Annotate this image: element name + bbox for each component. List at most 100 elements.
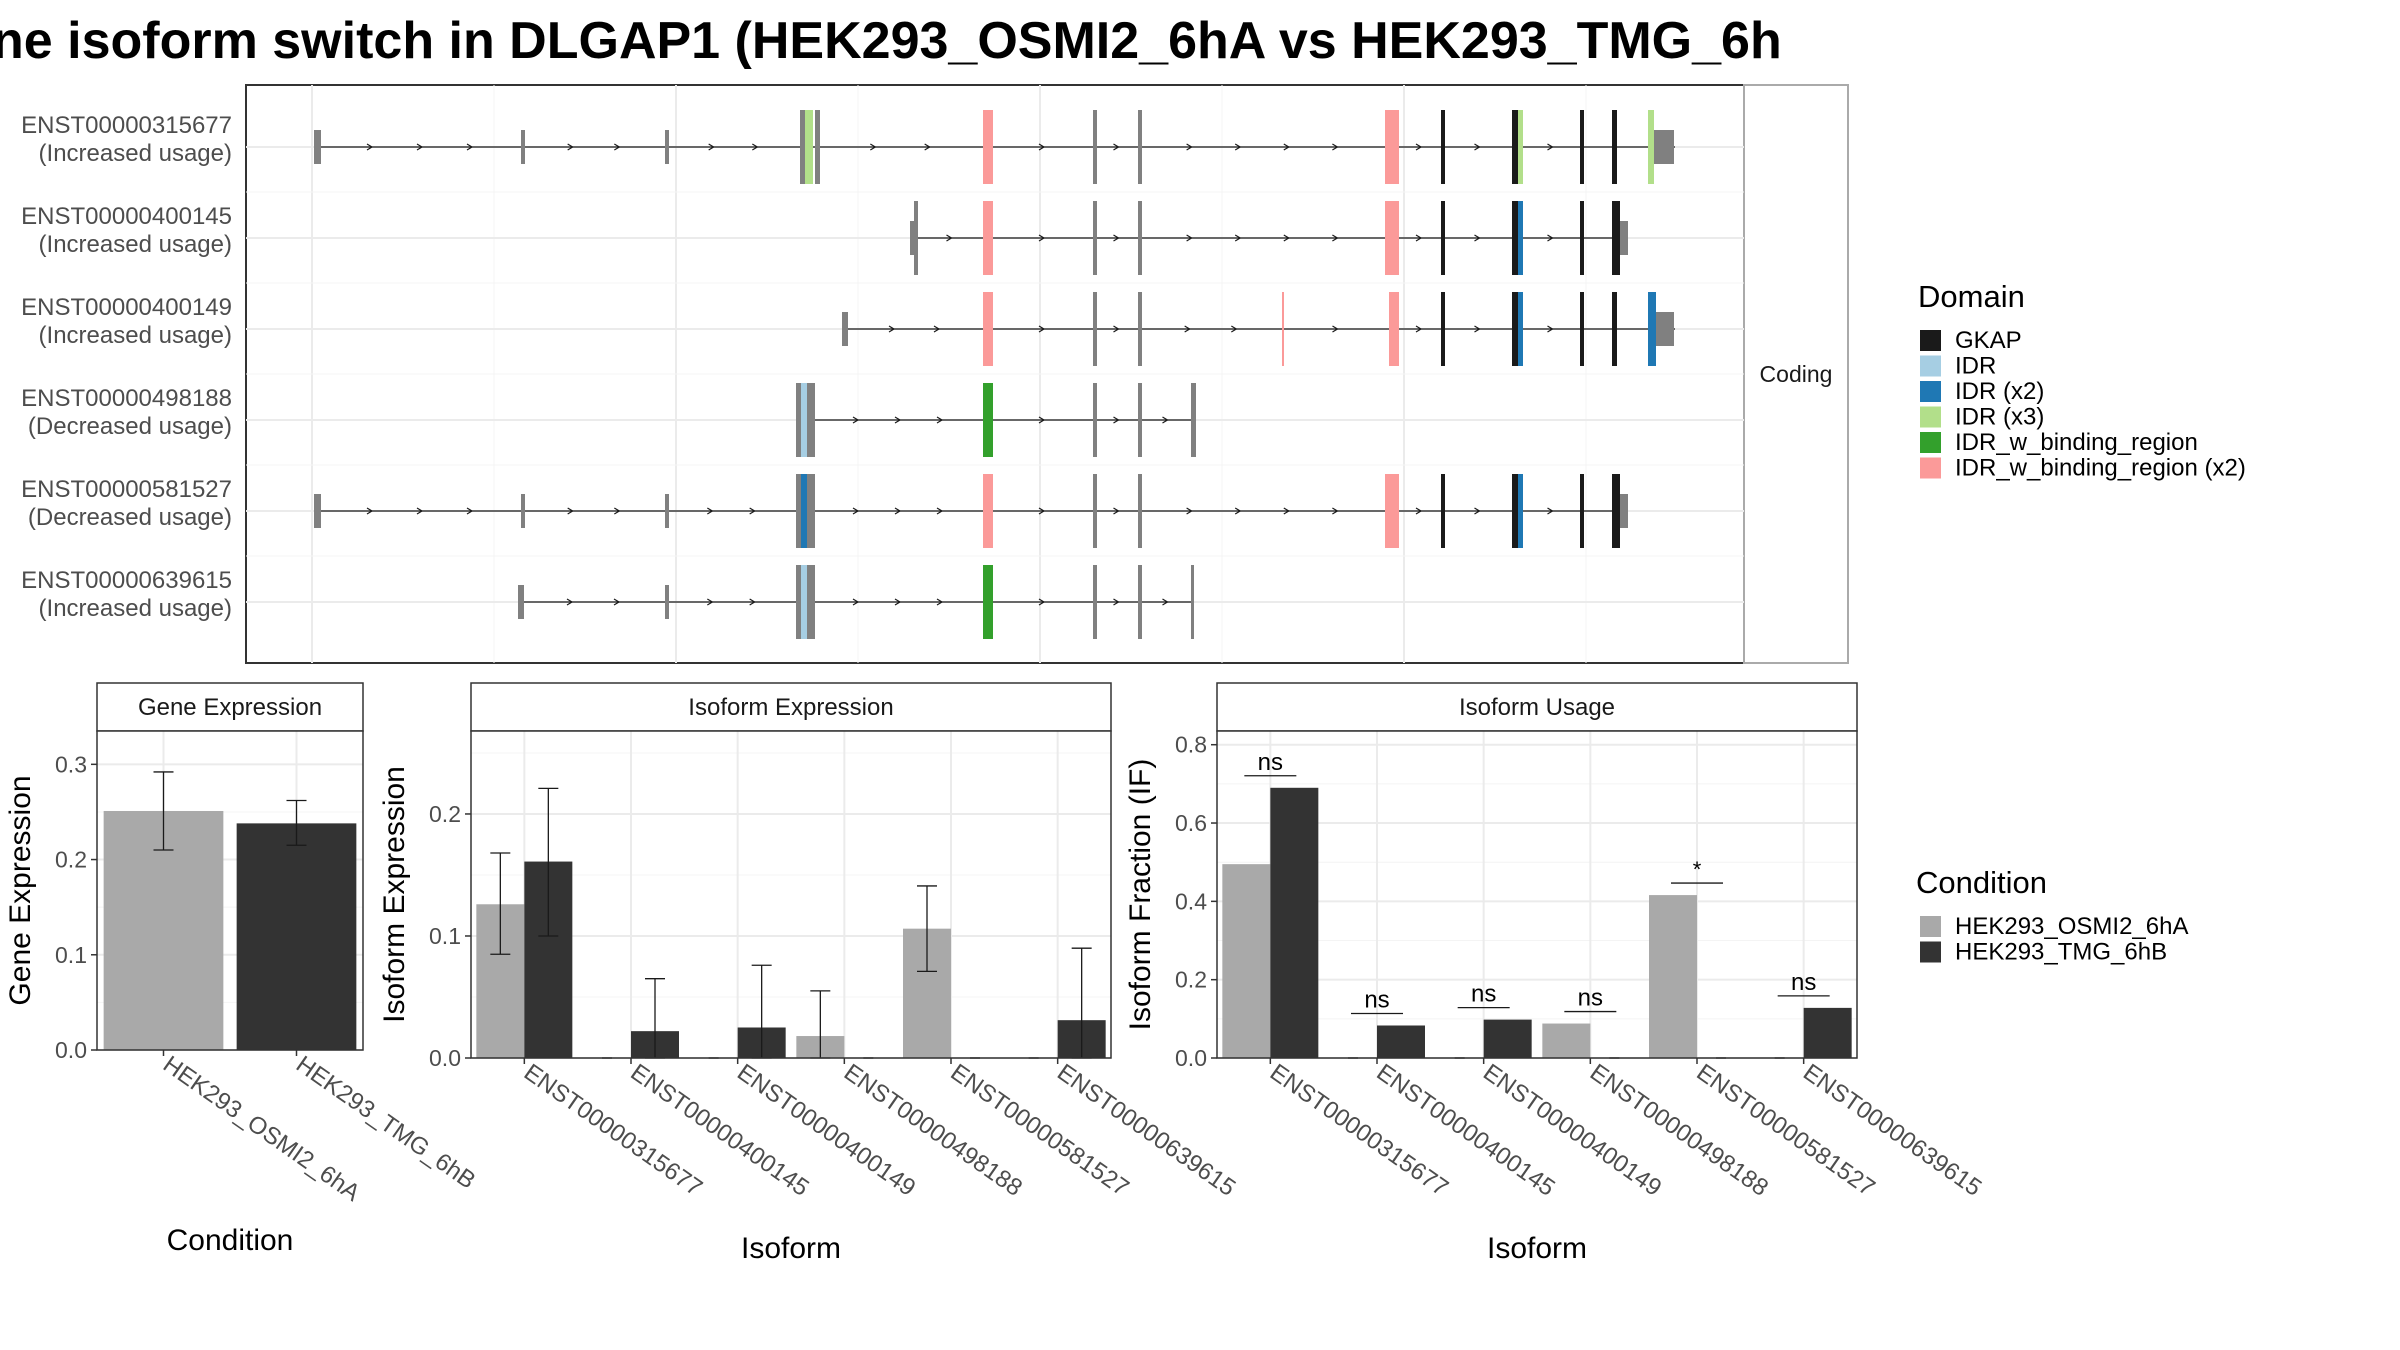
chart-panel-bg bbox=[1217, 731, 1857, 1058]
y-axis-label: Gene Expression bbox=[4, 775, 37, 1005]
intron-arrow bbox=[1547, 325, 1554, 333]
transcript-usage-label: (Increased usage) bbox=[39, 140, 232, 167]
intron-arrow bbox=[1038, 507, 1046, 515]
intron-arrow bbox=[613, 598, 621, 606]
domain-exon bbox=[1441, 201, 1445, 275]
intron-arrow bbox=[614, 143, 621, 151]
intron-arrow bbox=[567, 507, 574, 515]
exon bbox=[1093, 110, 1097, 184]
intron-arrow bbox=[1415, 325, 1423, 333]
gene-expression-chart: Gene Expression0.00.10.20.3HEK293_OSMI2_… bbox=[4, 682, 480, 1257]
domain-exon bbox=[1580, 292, 1584, 366]
intron-arrow bbox=[749, 507, 756, 515]
x-tick-label: ENST00000639615 bbox=[1798, 1059, 1986, 1202]
exon bbox=[1654, 130, 1674, 164]
exon bbox=[807, 565, 815, 639]
exon bbox=[815, 110, 820, 184]
chart-title: Isoform Expression bbox=[688, 694, 893, 721]
domain-exon bbox=[1518, 474, 1523, 548]
isoform-expression-chart: Isoform Expression 0.0 0.1 0.2 ENST000003156… bbox=[378, 682, 1240, 1265]
x-axis-label: Isoform bbox=[741, 1232, 841, 1265]
exon bbox=[1138, 110, 1142, 184]
domain-exon bbox=[1580, 110, 1584, 184]
exon bbox=[1620, 494, 1628, 528]
y-tick-label: 0.0 bbox=[429, 1045, 461, 1071]
exon bbox=[1138, 201, 1142, 275]
chart-title: Isoform Usage bbox=[1459, 694, 1615, 721]
transcript-panel: Coding ENST00000315677(Increased usage)E… bbox=[21, 84, 1849, 664]
domain-exon bbox=[1512, 474, 1518, 548]
exon bbox=[665, 494, 669, 528]
chart-panel-frame bbox=[470, 730, 1112, 1059]
intron-arrow bbox=[416, 507, 424, 515]
exon bbox=[665, 130, 669, 164]
intron-arrow bbox=[1186, 234, 1193, 242]
intron-arrow bbox=[946, 234, 953, 242]
chart-strip bbox=[1216, 682, 1858, 732]
bar bbox=[1270, 787, 1319, 1058]
intron-arrow bbox=[888, 325, 896, 333]
intron-arrow bbox=[852, 507, 860, 515]
intron-arrow bbox=[1474, 234, 1481, 242]
y-axis-label: Isoform Fraction (IF) bbox=[1124, 759, 1157, 1031]
intron-arrow bbox=[1162, 598, 1169, 606]
intron-arrow bbox=[1184, 325, 1191, 333]
domain-exon bbox=[983, 292, 993, 366]
exon bbox=[1138, 565, 1142, 639]
intron-arrow bbox=[894, 598, 902, 606]
bar bbox=[1483, 1019, 1532, 1058]
domain-exon bbox=[1612, 292, 1617, 366]
transcript-row bbox=[518, 565, 1194, 639]
intron-arrow bbox=[1038, 325, 1046, 333]
chart-panel-frame bbox=[1216, 730, 1858, 1059]
intron-arrow bbox=[1186, 143, 1193, 151]
domain-exon bbox=[1612, 474, 1620, 548]
significance-label: * bbox=[1693, 857, 1702, 882]
exon bbox=[1656, 312, 1674, 346]
domain-legend-label: IDR_w_binding_region (x2) bbox=[1955, 455, 2246, 482]
intron-arrow bbox=[1038, 234, 1046, 242]
exon bbox=[1138, 474, 1142, 548]
intron-arrow bbox=[933, 325, 941, 333]
exon bbox=[914, 201, 918, 275]
condition-legend-label: HEK293_TMG_6hB bbox=[1955, 939, 2167, 966]
intron-arrow bbox=[1332, 143, 1339, 151]
intron-arrow bbox=[1283, 234, 1290, 242]
significance-label: ns bbox=[1364, 986, 1389, 1013]
domain-exon bbox=[1518, 201, 1523, 275]
exon bbox=[521, 494, 525, 528]
y-tick-label: 0.0 bbox=[1175, 1045, 1207, 1071]
intron-arrow bbox=[852, 598, 860, 606]
condition-legend-title: Condition bbox=[1916, 865, 2047, 900]
exon bbox=[910, 221, 915, 255]
condition-legend-key bbox=[1920, 941, 1941, 963]
transcript-row bbox=[910, 201, 1628, 275]
intron-arrow bbox=[749, 598, 756, 606]
exon bbox=[796, 474, 801, 548]
intron-arrow bbox=[1113, 598, 1120, 606]
transcript-row bbox=[796, 383, 1196, 457]
domain-exon bbox=[801, 565, 807, 639]
exon bbox=[1620, 221, 1628, 255]
domain-exon bbox=[1580, 474, 1584, 548]
y-axis-label: Isoform Expression bbox=[378, 766, 411, 1023]
x-tick-label: ENST00000639615 bbox=[1052, 1059, 1240, 1202]
intron-arrow bbox=[366, 143, 374, 151]
domain-exon bbox=[1648, 292, 1656, 366]
x-tick-label: ENST00000581527 bbox=[946, 1059, 1134, 1202]
intron-arrow bbox=[1038, 416, 1046, 424]
intron-arrow bbox=[707, 507, 714, 515]
intron-arrow bbox=[1283, 143, 1290, 151]
exon bbox=[1138, 292, 1142, 366]
intron-arrow bbox=[1038, 598, 1046, 606]
transcript-id-label: ENST00000400149 bbox=[21, 294, 232, 321]
exon bbox=[314, 494, 321, 528]
domain-exon bbox=[1385, 110, 1399, 184]
x-tick-label: ENST00000315677 bbox=[519, 1059, 707, 1202]
chart-title: Gene Expression bbox=[138, 694, 322, 721]
coding-strip bbox=[1743, 84, 1849, 664]
exon bbox=[665, 585, 669, 619]
y-tick-label: 0.4 bbox=[1175, 888, 1207, 914]
domain-exon bbox=[1282, 292, 1284, 366]
